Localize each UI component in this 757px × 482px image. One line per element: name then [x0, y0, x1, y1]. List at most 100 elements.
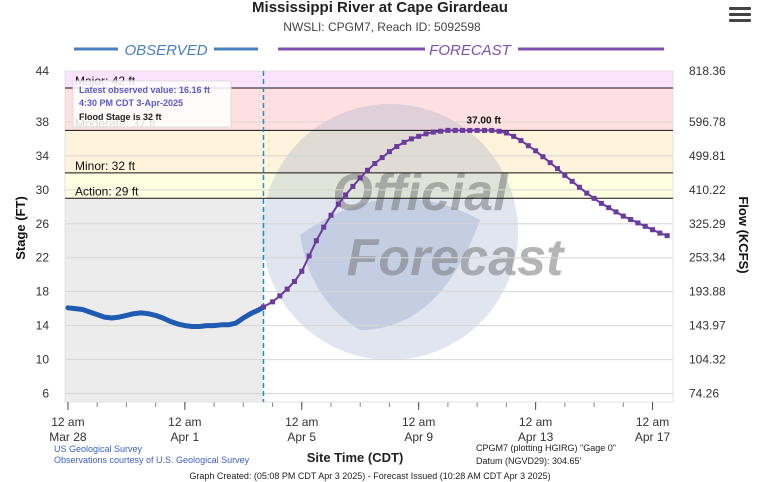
forecast-point: [291, 278, 297, 284]
forecast-point: [306, 253, 312, 259]
stage-axis: 6 10 14 18 22 26 30 34 38 44: [36, 64, 50, 401]
hydrograph-series: 37.00 ft: [65, 71, 670, 402]
forecast-point: [416, 133, 422, 139]
y-tick-label: 22: [36, 251, 50, 265]
forecast-point: [503, 130, 509, 136]
y2-tick-label: 499.81: [689, 149, 726, 163]
source-usgs-link[interactable]: US Geological Survey: [54, 444, 143, 454]
forecast-point: [408, 136, 414, 142]
y2-tick-label: 143.97: [689, 319, 726, 333]
chart-subtitle: NWSLI: CPGM7, Reach ID: 5092598: [283, 20, 481, 34]
y-axis-title: Stage (FT): [13, 196, 28, 260]
y2-tick-label: 410.22: [689, 183, 726, 197]
x-tick-time: 12 am: [519, 415, 552, 429]
chart-title: Mississippi River at Cape Girardeau: [252, 0, 508, 16]
x-tick-time: 12 am: [51, 415, 84, 429]
tooltip-latest-time: 4:30 PM CDT 3-Apr-2025: [79, 98, 183, 108]
x-tick-date: Apr 5: [287, 430, 316, 444]
forecast-point: [284, 286, 290, 292]
tooltip-box: [72, 80, 232, 128]
forecast-point: [438, 128, 444, 134]
forecast-point: [606, 205, 612, 211]
x-tick-date: Apr 13: [518, 430, 554, 444]
y-tick-label: 18: [36, 285, 50, 299]
y2-axis-title: Flow (KCFS): [736, 196, 751, 273]
forecast-point: [260, 304, 266, 310]
y2-tick-label: 596.78: [689, 115, 726, 129]
forecast-point: [313, 238, 319, 244]
y2-tick-label: 193.88: [689, 285, 726, 299]
forecast-point: [628, 217, 634, 223]
watermark-official: Official: [332, 164, 509, 222]
forecast-point: [394, 144, 400, 150]
forecast-point: [365, 167, 371, 173]
forecast-point: [489, 127, 495, 133]
forecast-point: [650, 227, 656, 233]
forecast-point: [423, 131, 429, 137]
crest-label: 37.00 ft: [467, 115, 502, 126]
observed-series-line: [65, 304, 266, 329]
forecast-point: [277, 293, 283, 299]
y-tick-label: 10: [36, 353, 50, 367]
y2-tick-label: 74.26: [689, 387, 719, 401]
flow-axis: 74.26 104.32 143.97 193.88 253.34 325.29 410.2…: [689, 64, 726, 401]
x-tick-time: 12 am: [636, 415, 669, 429]
forecast-point: [547, 160, 553, 166]
forecast-point: [328, 212, 334, 218]
forecast-legend-label: FORECAST: [429, 42, 513, 59]
y-tick-label: 6: [42, 387, 49, 401]
forecast-point: [613, 209, 619, 215]
source-courtesy-link[interactable]: Observations courtesy of U.S. Geological…: [54, 455, 250, 465]
forecast-point: [657, 230, 663, 236]
forecast-point: [270, 299, 276, 305]
forecast-point: [591, 195, 597, 201]
forecast-point: [642, 223, 648, 229]
forecast-point: [445, 127, 451, 133]
x-tick-date: Apr 9: [404, 430, 433, 444]
y-tick-label: 26: [36, 217, 50, 231]
noaa-seal-wave: [300, 198, 480, 330]
gage-info: CPGM7 (plotting HGIRG) "Gage 0": [476, 443, 616, 453]
forecast-point: [635, 220, 641, 226]
y-tick-label: 38: [36, 115, 50, 129]
forecast-point: [620, 213, 626, 219]
forecast-point: [555, 166, 561, 172]
plot-frame: [64, 70, 674, 403]
forecast-point: [533, 148, 539, 154]
y-tick-label: 44: [36, 64, 50, 78]
tooltip-latest-value: Latest observed value: 16.16 ft: [79, 85, 210, 95]
hamburger-menu-icon[interactable]: [729, 5, 751, 25]
forecast-point: [430, 129, 436, 135]
tooltip-flood-stage: Flood Stage is 32 ft: [79, 112, 162, 122]
forecast-point: [401, 139, 407, 145]
y2-tick-label: 104.32: [689, 353, 726, 367]
forecast-point: [511, 133, 517, 139]
forecast-point: [664, 233, 670, 239]
x-tick-date: Apr 17: [635, 430, 671, 444]
x-axis-title: Site Time (CDT): [307, 450, 404, 465]
forecast-point: [496, 128, 502, 134]
forecast-point: [335, 201, 341, 207]
x-tick-time: 12 am: [402, 415, 435, 429]
forecast-point: [460, 127, 466, 133]
forecast-point: [452, 127, 458, 133]
y2-tick-label: 818.36: [689, 64, 726, 78]
y-tick-label: 14: [36, 319, 50, 333]
forecast-point: [518, 138, 524, 144]
noaa-seal-circle: [262, 104, 518, 360]
forecast-point: [467, 127, 473, 133]
forecast-point: [350, 183, 356, 189]
category-label-action: Action: 29 ft: [75, 184, 139, 198]
forecast-point: [299, 268, 305, 274]
forecast-point: [540, 154, 546, 160]
forecast-point: [598, 200, 604, 206]
forecast-point: [357, 175, 363, 181]
band-minor: [65, 130, 673, 173]
forecast-point: [481, 127, 487, 133]
band-action: [65, 172, 673, 199]
category-label-minor: Minor: 32 ft: [75, 159, 136, 173]
forecast-point: [562, 172, 568, 178]
x-tick-time: 12 am: [285, 415, 318, 429]
